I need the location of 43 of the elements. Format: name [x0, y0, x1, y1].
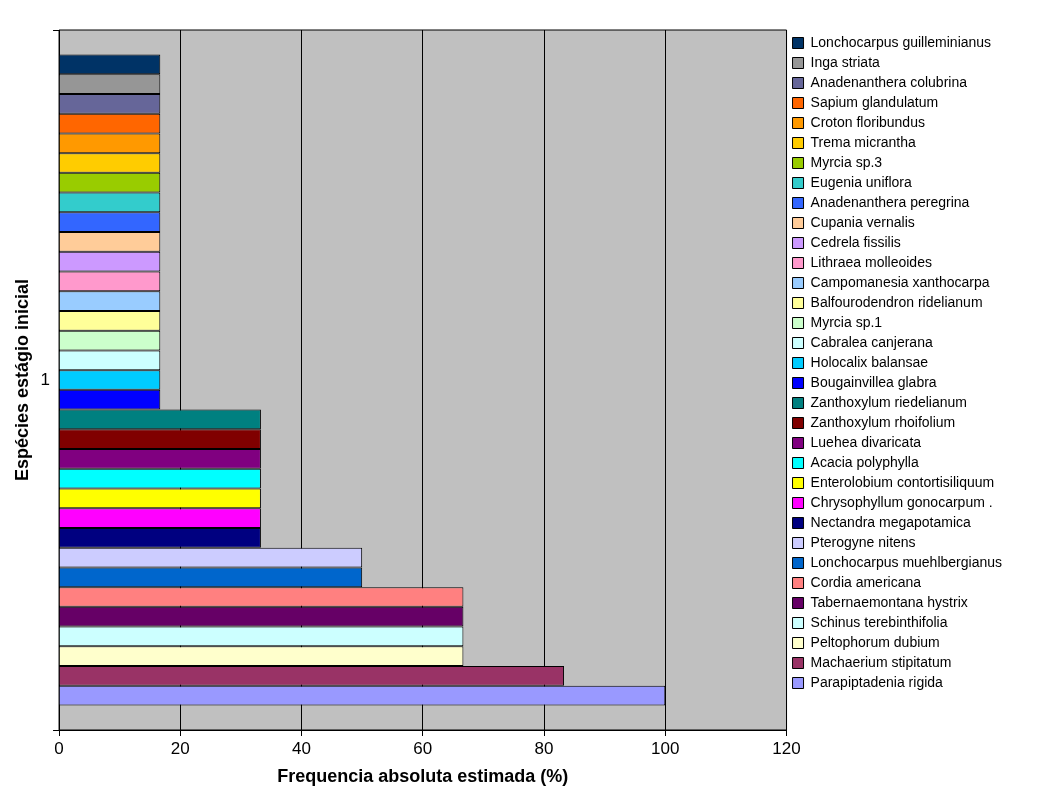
- x-tick-label: 20: [170, 738, 190, 758]
- legend-label: Cabralea canjerana: [810, 333, 933, 350]
- legend-label: Holocalix balansae: [810, 353, 929, 370]
- x-tick-label: 120: [772, 738, 801, 758]
- legend-label: Campomanesia xanthocarpa: [810, 273, 990, 290]
- legend-label: Luehea divaricata: [810, 433, 922, 450]
- legend-label: Zanthoxylum riedelianum: [810, 393, 967, 410]
- x-axis-title: Frequencia absoluta estimada (%): [277, 766, 569, 787]
- legend-label: Trema micrantha: [810, 133, 917, 150]
- legend-label: Inga striata: [810, 53, 881, 70]
- legend-label: Myrcia sp.3: [810, 153, 883, 170]
- x-tick-label: 80: [534, 738, 554, 758]
- legend-label: Cupania vernalis: [810, 213, 915, 230]
- legend-label: Parapiptadenia rigida: [810, 673, 944, 690]
- legend-label: Lonchocarpus guilleminianus: [810, 33, 992, 50]
- legend-label: Lithraea molleoides: [810, 253, 932, 270]
- legend-label: Anadenanthera peregrina: [810, 193, 970, 210]
- x-tick-label: 100: [651, 738, 680, 758]
- x-tick-label: 60: [413, 738, 433, 758]
- legend-label: Peltophorum dubium: [810, 633, 940, 650]
- legend-label: Chrysophyllum gonocarpum .: [810, 493, 993, 510]
- legend-label: Sapium glandulatum: [810, 93, 939, 110]
- legend-label: Nectandra megapotamica: [810, 513, 972, 530]
- legend-label: Lonchocarpus muehlbergianus: [810, 553, 1003, 570]
- legend-label: Eugenia uniflora: [810, 173, 912, 190]
- legend-label: Bougainvillea glabra: [810, 373, 937, 390]
- legend-label: Myrcia sp.1: [810, 313, 883, 330]
- legend-label: Pterogyne nitens: [810, 533, 916, 550]
- legend-label: Machaerium stipitatum: [810, 653, 952, 670]
- legend-label: Anadenanthera colubrina: [810, 73, 968, 90]
- x-tick-label: 40: [292, 738, 312, 758]
- legend-label: Croton floribundus: [810, 113, 925, 130]
- legend-label: Cedrela fissilis: [810, 233, 901, 250]
- legend-label: Enterolobium contortisiliquum: [810, 473, 995, 490]
- y-tick-label: 1: [40, 369, 51, 389]
- legend-label: Cordia americana: [810, 573, 922, 590]
- legend-label: Balfourodendron ridelianum: [810, 293, 983, 310]
- legend-label: Tabernaemontana hystrix: [810, 593, 968, 610]
- legend-label: Zanthoxylum rhoifolium: [810, 413, 956, 430]
- legend-label: Acacia polyphylla: [810, 453, 919, 470]
- x-tick-label: 0: [54, 738, 64, 758]
- y-axis-title: Espécies estágio inicial: [11, 278, 32, 482]
- legend-label: Schinus terebinthifolia: [810, 613, 948, 630]
